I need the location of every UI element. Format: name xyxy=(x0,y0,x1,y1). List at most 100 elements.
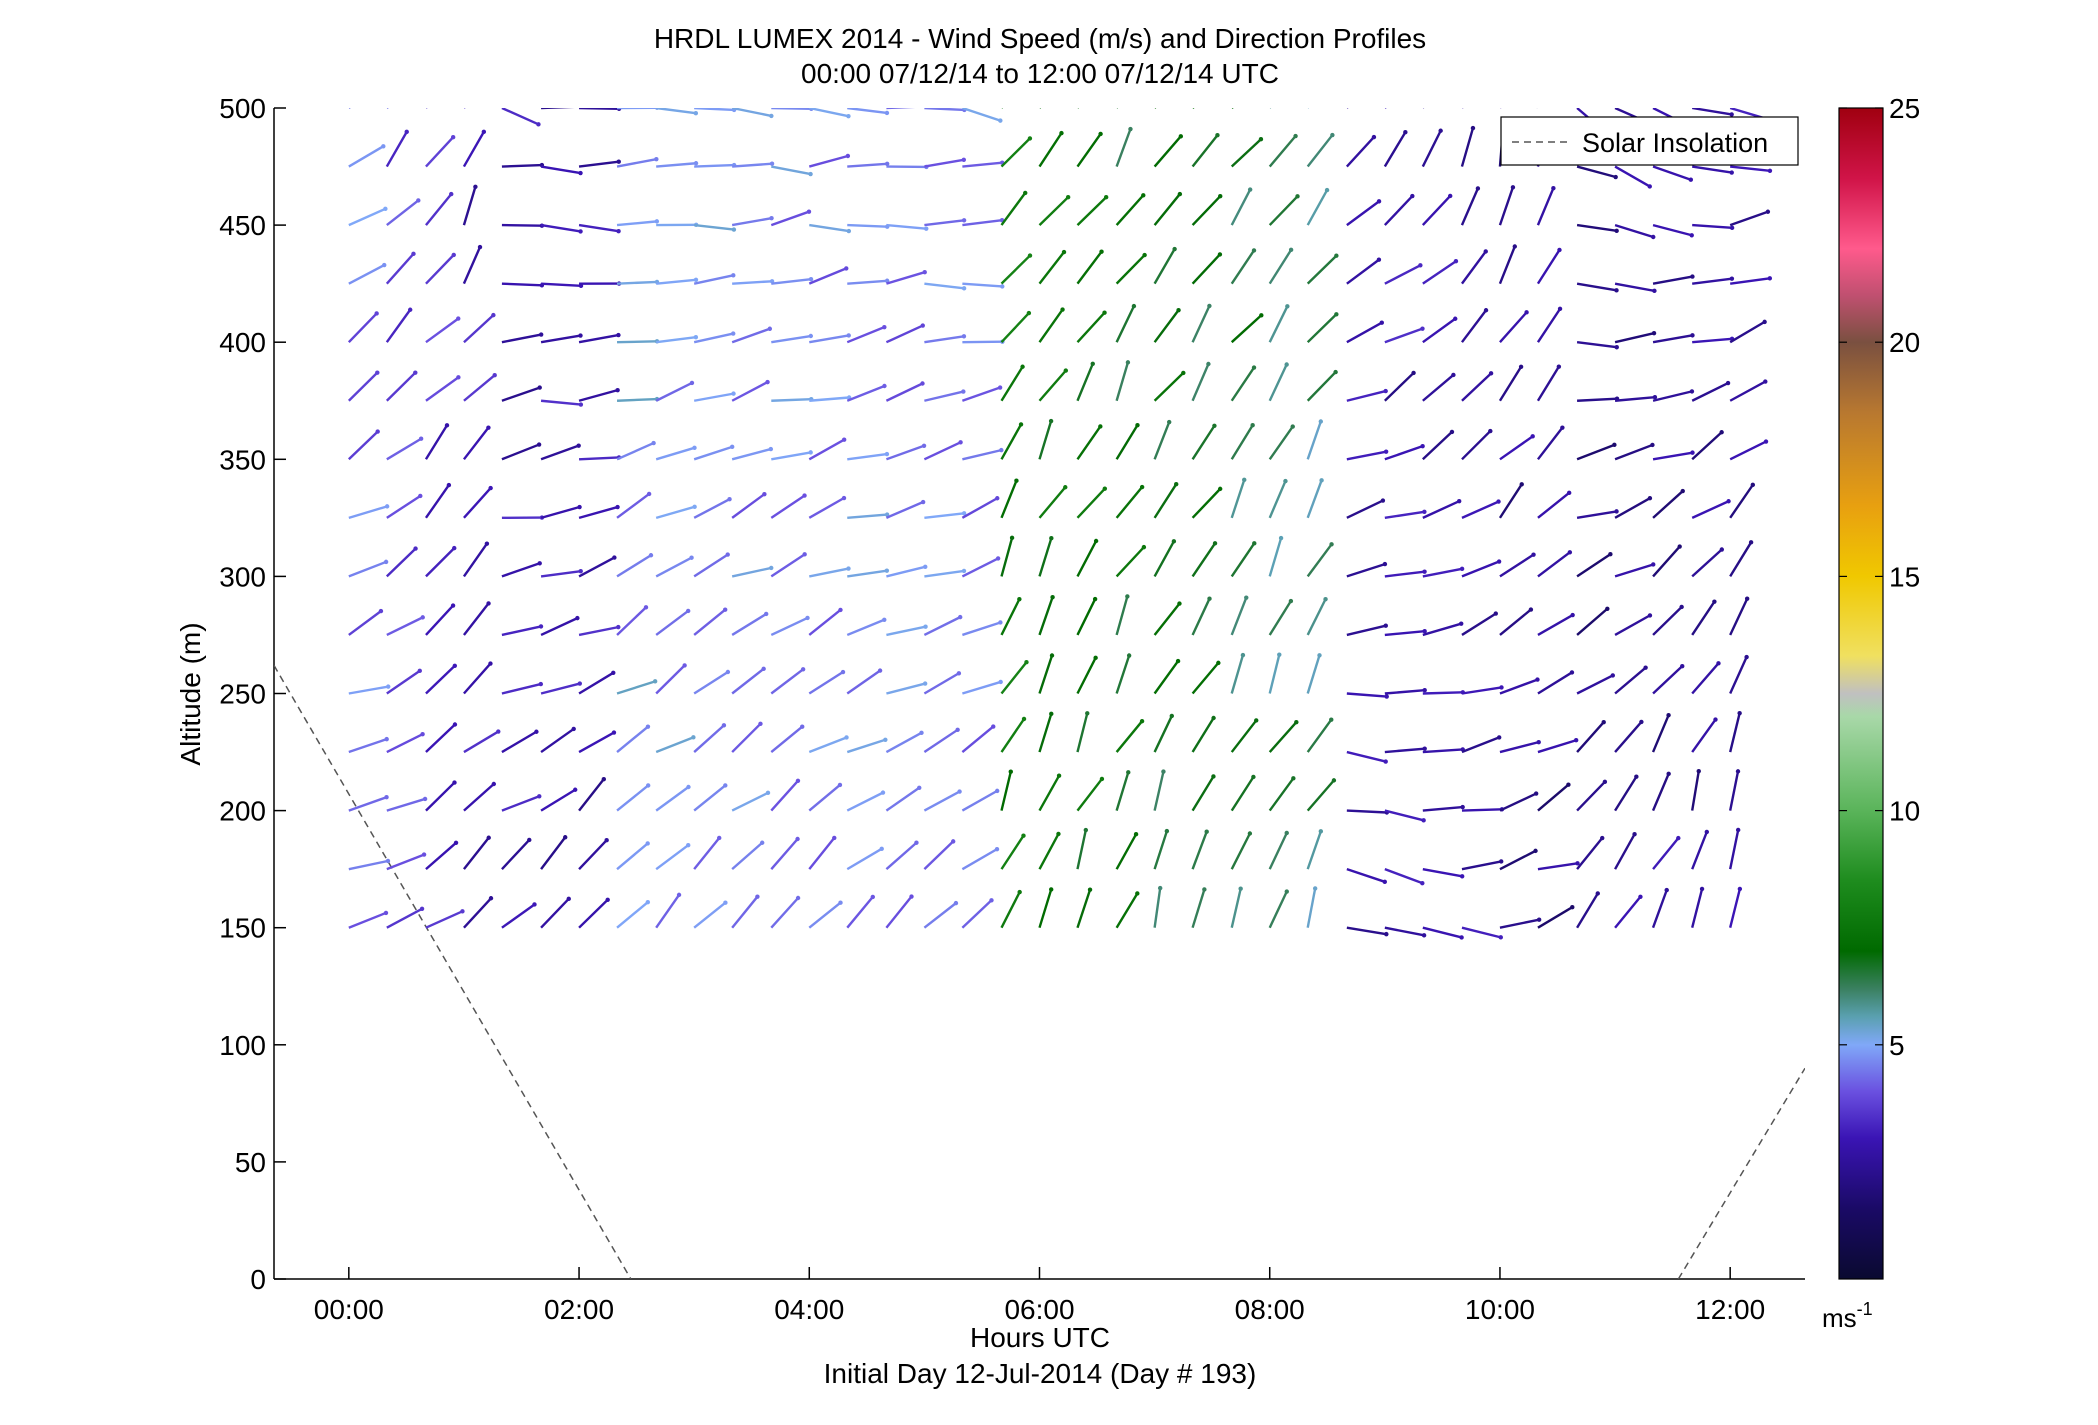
wind-vector-head xyxy=(1014,478,1019,483)
wind-vector-head xyxy=(1211,715,1216,721)
wind-vector-head xyxy=(1085,711,1090,716)
wind-vector xyxy=(1268,480,1287,519)
wind-vector-head xyxy=(844,266,849,271)
wind-vector-head xyxy=(1652,395,1658,400)
wind-vector-head xyxy=(477,244,483,250)
wind-vector-head xyxy=(646,491,652,497)
wind-vector-head xyxy=(446,482,452,488)
wind-vector-head xyxy=(452,663,458,668)
wind-vector-head xyxy=(1735,827,1741,833)
wind-vector xyxy=(1461,926,1502,939)
wind-vector xyxy=(1461,860,1502,871)
wind-vector-head xyxy=(1744,596,1750,601)
wind-vector-head xyxy=(643,605,649,610)
wind-vector xyxy=(1576,510,1617,520)
wind-vector xyxy=(348,560,387,578)
wind-vector-head xyxy=(1613,174,1618,180)
wind-vector xyxy=(1306,888,1317,928)
wind-vector-head xyxy=(725,669,731,675)
wind-vector xyxy=(1692,337,1733,344)
wind-vector xyxy=(463,374,496,402)
wind-vector-head xyxy=(1499,859,1504,864)
wind-vector-head xyxy=(1680,488,1685,494)
wind-vector xyxy=(1038,537,1053,577)
wind-vector-head xyxy=(762,491,767,497)
wind-vector-head xyxy=(844,735,849,740)
wind-vector-head xyxy=(693,335,699,340)
wind-vector xyxy=(771,334,811,344)
wind-vector-head xyxy=(1651,234,1656,240)
wind-vector-head xyxy=(452,780,457,785)
wind-vector xyxy=(386,853,425,871)
wind-vector xyxy=(846,738,886,754)
wind-vector xyxy=(1461,108,1464,109)
wind-vector-head xyxy=(1704,829,1710,835)
wind-vector-head xyxy=(838,607,843,613)
wind-vector-head xyxy=(578,402,584,407)
wind-vector-head xyxy=(923,624,928,629)
wind-vector-head xyxy=(1647,496,1653,501)
wind-vector-head xyxy=(1493,611,1498,616)
wind-vector xyxy=(1384,868,1423,885)
wind-vector xyxy=(1346,321,1383,344)
wind-vector-head xyxy=(768,446,774,452)
x-axis-sublabel: Initial Day 12-Jul-2014 (Day # 193) xyxy=(824,1358,1257,1389)
wind-vector xyxy=(1191,488,1222,519)
wind-vector xyxy=(1691,718,1717,753)
wind-vector xyxy=(1038,196,1069,226)
wind-vector-head xyxy=(537,385,542,390)
wind-vector xyxy=(578,839,608,870)
wind-vector xyxy=(771,451,811,461)
wind-vector xyxy=(1153,309,1180,343)
wind-vector xyxy=(1038,713,1053,753)
wind-vector-head xyxy=(1217,486,1223,492)
wind-vector xyxy=(656,108,696,115)
wind-vector-head xyxy=(1750,482,1756,488)
wind-vector xyxy=(694,163,735,168)
wind-vector-head xyxy=(1171,539,1177,544)
wind-vector-head xyxy=(484,541,490,546)
wind-vector xyxy=(693,445,733,461)
wind-vector xyxy=(923,441,962,461)
wind-vector-head xyxy=(605,897,610,902)
wind-vector xyxy=(847,223,888,228)
wind-vector-head xyxy=(676,892,682,898)
wind-vector-head xyxy=(1017,889,1022,895)
wind-vector xyxy=(1306,719,1333,753)
wind-vector xyxy=(616,492,650,519)
wind-vector xyxy=(386,616,424,637)
wind-vector-head xyxy=(1713,717,1718,722)
wind-vector xyxy=(1346,809,1387,814)
wind-vector-head xyxy=(1557,247,1562,253)
wind-vector xyxy=(386,733,424,754)
wind-vector xyxy=(1384,809,1424,822)
wind-vector-head xyxy=(1206,361,1211,367)
wind-vector-head xyxy=(1048,418,1054,424)
wind-vector xyxy=(808,784,841,812)
wind-vector xyxy=(846,847,883,871)
wind-vector xyxy=(770,494,806,519)
wind-vector-head xyxy=(1215,132,1220,138)
wind-vector xyxy=(1691,601,1716,636)
y-axis-ticks: 0 50 100 150 200 250 300 350 400 450 500 xyxy=(219,93,286,1295)
wind-vector-head xyxy=(1164,828,1170,834)
wind-vector xyxy=(1422,867,1463,878)
wind-vector-head xyxy=(805,615,810,621)
wind-vector-head xyxy=(1384,694,1389,699)
wind-vector xyxy=(731,108,772,118)
wind-vector xyxy=(1652,665,1684,695)
wind-vector xyxy=(1652,334,1693,344)
wind-vector xyxy=(348,685,389,695)
wind-vector xyxy=(1346,450,1387,461)
wind-vector-head xyxy=(1284,889,1289,894)
wind-vector xyxy=(578,671,614,695)
wind-vector xyxy=(1153,483,1178,519)
wind-vector-head xyxy=(1422,746,1427,751)
wind-vector xyxy=(1268,195,1299,226)
wind-vector-head xyxy=(1288,247,1294,253)
wind-vector xyxy=(1461,430,1492,461)
colorbar-unit-exponent: -1 xyxy=(1857,1299,1873,1319)
wind-vector-head xyxy=(1323,596,1328,602)
wind-vector xyxy=(731,447,772,461)
wind-vector xyxy=(655,556,693,578)
